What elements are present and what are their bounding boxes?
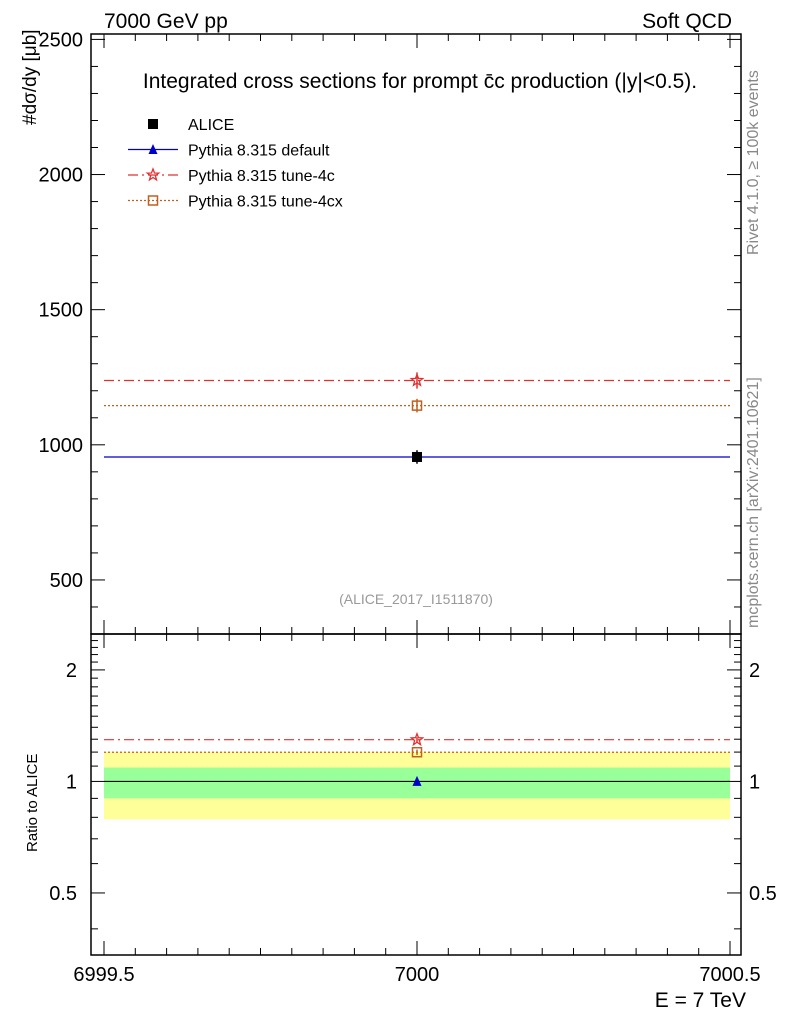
ratio-y-axis-label: Ratio to ALICE (24, 754, 41, 852)
legend-marker-tune4c (145, 167, 161, 182)
rivet-label: Rivet 4.1.0, ≥ 100k events (745, 70, 762, 255)
main-axes: 500 1000 1500 2000 2500 (39, 29, 742, 635)
legend-label-tune4c: Pythia 8.315 tune-4c (188, 168, 335, 185)
ratio-point-tune4c (409, 731, 425, 747)
main-frame-bg (91, 34, 741, 634)
ratio-y-tick-label: 1 (66, 771, 77, 793)
legend-marker-default (148, 144, 158, 154)
ratio-point-default (412, 775, 422, 786)
header-right: Soft QCD (642, 10, 732, 33)
legend-label-alice: ALICE (188, 117, 234, 134)
y-tick-label: 2000 (39, 165, 84, 187)
x-tick-label: 7000 (395, 964, 440, 986)
ratio-point-tune4cx (411, 746, 423, 758)
ratio-axes: 0.5 0.5 1 1 2 2 6999.5 7000 7000.5 (49, 633, 777, 986)
mcplots-label: mcplots.cern.ch [arXiv:2401.10621] (745, 377, 762, 628)
legend-marker-alice (148, 119, 158, 129)
chart-title: Integrated cross sections for prompt c̄c… (143, 70, 697, 93)
ratio-y-tick-label-right: 2 (749, 660, 760, 682)
ratio-y-tick-label-right: 0.5 (749, 883, 777, 905)
legend: ALICE Pythia 8.315 default Pythia 8.315 tu… (128, 117, 343, 211)
data-point-tune4cx (411, 400, 423, 411)
ratio-y-tick-label: 0.5 (49, 883, 77, 905)
x-tick-label: 6999.5 (73, 964, 134, 986)
ratio-series-layer (104, 731, 730, 786)
ratio-y-tick-label-right: 1 (749, 771, 760, 793)
header-left: 7000 GeV pp (104, 10, 228, 33)
legend-label-default: Pythia 8.315 default (188, 143, 330, 160)
main-plot-area (91, 34, 741, 634)
legend-marker-tune4cx (147, 195, 159, 206)
y-axis-label: #dσ/dy [μb] (20, 29, 41, 125)
data-point-tune4c (409, 372, 425, 387)
ratio-frame (90, 633, 742, 956)
y-tick-label: 1000 (39, 435, 84, 457)
y-tick-label: 1500 (39, 300, 84, 322)
y-tick-label: 2500 (39, 29, 84, 51)
ratio-y-tick-label: 2 (66, 660, 77, 682)
x-tick-label: 7000.5 (699, 964, 760, 986)
analysis-watermark: (ALICE_2017_I1511870) (339, 591, 493, 607)
data-point-alice (412, 451, 422, 462)
legend-label-tune4cx: Pythia 8.315 tune-4cx (188, 194, 343, 211)
x-axis-label: E = 7 TeV (655, 989, 746, 1012)
main-series-layer (104, 372, 730, 464)
y-tick-label: 500 (50, 570, 83, 592)
